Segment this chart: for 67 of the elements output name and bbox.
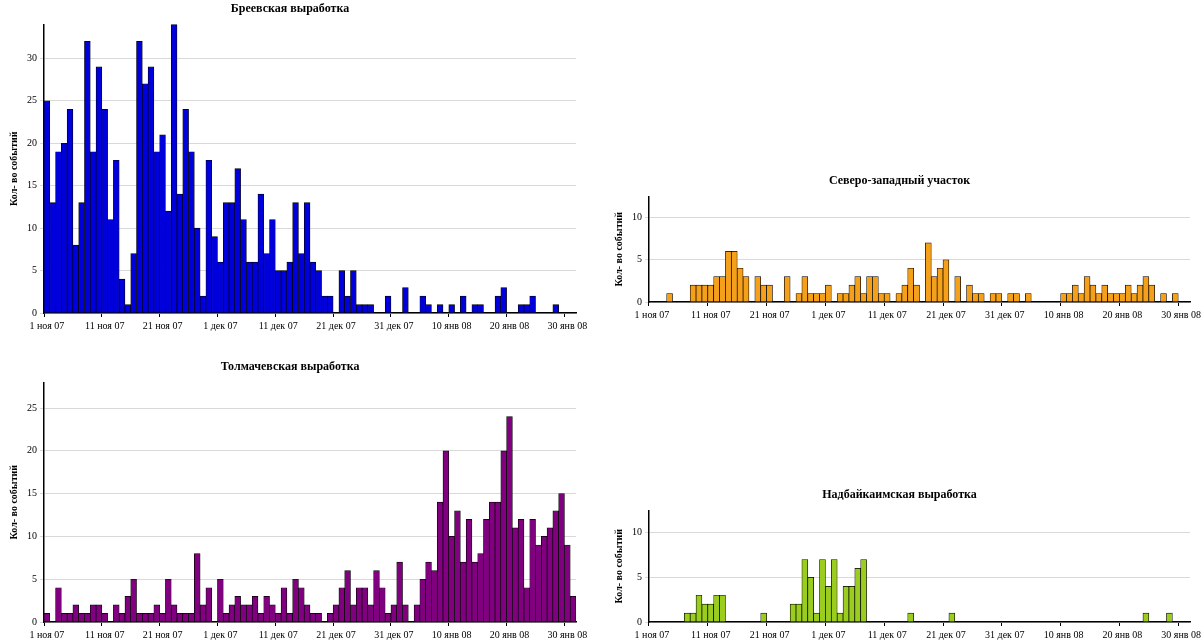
x-tick-label: 10 янв 08 <box>431 628 472 640</box>
x-tick-label: 21 ноя 07 <box>142 628 183 640</box>
y-tick-label: 20 <box>27 444 37 456</box>
x-tick-label: 11 ноя 07 <box>691 308 731 320</box>
x-tick-label: 1 ноя 07 <box>29 628 65 640</box>
y-tick-label: 5 <box>32 264 37 276</box>
x-tick-label: 30 янв 08 <box>547 628 588 640</box>
x-tick-label: 11 дек 07 <box>867 628 907 640</box>
y-tick-label: 5 <box>637 253 642 265</box>
x-tick-label: 11 дек 07 <box>258 628 298 640</box>
x-tick-label: 1 дек 07 <box>203 319 238 331</box>
x-tick-label: 21 дек 07 <box>316 628 356 640</box>
y-tick-label: 25 <box>27 401 37 413</box>
x-tick-label: 1 дек 07 <box>203 628 238 640</box>
x-tick-label: 11 дек 07 <box>867 308 907 320</box>
y-tick-label: 0 <box>637 615 642 627</box>
x-tick-label: 20 янв 08 <box>1102 628 1143 640</box>
y-tick-label: 0 <box>32 306 37 318</box>
y-tick-label: 10 <box>27 221 37 233</box>
x-tick-label: 11 ноя 07 <box>85 319 125 331</box>
x-tick-label: 1 ноя 07 <box>29 319 65 331</box>
chart-title: Толмачевская выработка <box>220 359 360 374</box>
x-tick-label: 31 дек 07 <box>985 308 1025 320</box>
x-tick-label: 10 янв 08 <box>431 319 472 331</box>
y-axis-title: Кол- во событий <box>7 131 19 206</box>
y-tick-label: 0 <box>637 295 642 307</box>
x-tick-label: 11 дек 07 <box>258 319 298 331</box>
x-tick-label: 20 янв 08 <box>1102 308 1143 320</box>
x-tick-label: 31 дек 07 <box>374 628 414 640</box>
x-tick-label: 30 янв 08 <box>1161 308 1202 320</box>
x-tick-label: 21 ноя 07 <box>749 628 790 640</box>
x-tick-label: 20 янв 08 <box>489 628 530 640</box>
x-tick-label: 21 дек 07 <box>926 308 966 320</box>
chart-title: Северо-западный участок <box>828 173 971 188</box>
x-tick-label: 31 дек 07 <box>374 319 414 331</box>
x-tick-label: 21 дек 07 <box>316 319 356 331</box>
y-tick-label: 30 <box>27 51 37 63</box>
y-tick-label: 25 <box>27 94 37 106</box>
x-tick-label: 11 ноя 07 <box>691 628 731 640</box>
y-axis-title: Кол- во событий <box>612 528 624 604</box>
y-tick-label: 0 <box>32 615 37 627</box>
x-tick-label: 30 янв 08 <box>547 319 588 331</box>
y-axis-title: Кол- во событий <box>7 464 19 540</box>
x-tick-label: 1 ноя 07 <box>634 628 670 640</box>
y-tick-label: 10 <box>632 526 642 538</box>
y-tick-label: 10 <box>27 530 37 542</box>
y-tick-label: 5 <box>637 570 642 582</box>
x-tick-label: 1 дек 07 <box>811 308 846 320</box>
y-tick-label: 15 <box>27 179 37 191</box>
x-tick-label: 10 янв 08 <box>1043 628 1084 640</box>
y-tick-label: 10 <box>632 211 642 223</box>
y-tick-label: 15 <box>27 487 37 499</box>
x-tick-label: 11 ноя 07 <box>85 628 125 640</box>
x-tick-label: 31 дек 07 <box>985 628 1025 640</box>
chart-title: Надбайкаимская выработка <box>822 487 977 502</box>
x-tick-label: 21 ноя 07 <box>749 308 790 320</box>
x-tick-label: 1 дек 07 <box>811 628 846 640</box>
x-tick-label: 10 янв 08 <box>1043 308 1084 320</box>
y-tick-label: 20 <box>27 136 37 148</box>
chart-title: Бреевская выработка <box>230 1 350 16</box>
x-tick-label: 21 дек 07 <box>926 628 966 640</box>
x-tick-label: 20 янв 08 <box>489 319 530 331</box>
x-tick-label: 21 ноя 07 <box>142 319 183 331</box>
x-tick-label: 30 янв 08 <box>1161 628 1202 640</box>
y-tick-label: 5 <box>32 572 37 584</box>
y-axis-title: Кол- во событий <box>612 211 624 287</box>
x-tick-label: 1 ноя 07 <box>634 308 670 320</box>
